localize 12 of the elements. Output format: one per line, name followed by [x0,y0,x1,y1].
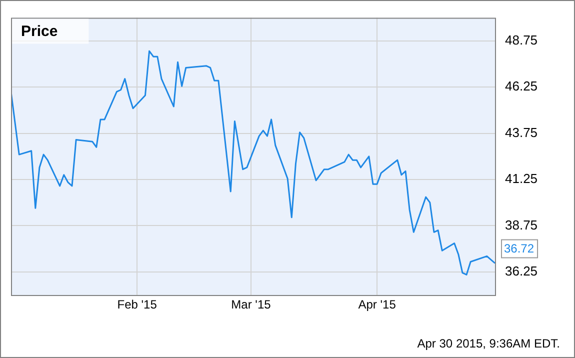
y-tick-label: 38.75 [505,217,538,232]
y-tick-label: 41.25 [505,171,538,186]
text: Apr 30 2015, 9:36AM EDT. [417,336,560,350]
x-tick-label: Apr '15 [358,298,396,312]
y-tick-label: 36.25 [505,263,538,278]
data-label: 36.72 [504,242,534,256]
x-tick-label: Feb '15 [117,298,158,312]
y-tick-label: 43.75 [505,124,538,140]
x-tick-label: Mar '15 [231,298,272,312]
y-tick-label: 46.25 [505,78,538,94]
chart-title: Price [21,22,58,40]
y-tick-label: 48.75 [505,32,538,48]
